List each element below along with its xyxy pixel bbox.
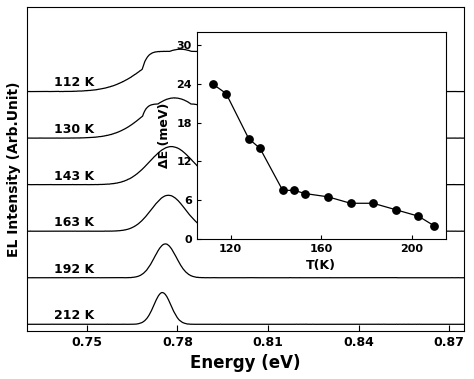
Point [430, 223, 438, 229]
Point [301, 191, 309, 197]
Point [209, 81, 216, 87]
Text: 143 K: 143 K [54, 169, 94, 183]
X-axis label: T(K): T(K) [306, 259, 336, 272]
Text: 163 K: 163 K [54, 216, 94, 229]
Text: 212 K: 212 K [54, 309, 94, 322]
Point [392, 207, 400, 213]
Text: 112 K: 112 K [54, 77, 94, 89]
Point [256, 146, 264, 152]
Point [290, 187, 298, 193]
Text: 130 K: 130 K [54, 123, 94, 136]
Point [245, 136, 253, 142]
Y-axis label: ΔE (meV): ΔE (meV) [158, 103, 171, 168]
Point [324, 194, 332, 200]
Text: 192 K: 192 K [54, 263, 94, 276]
X-axis label: Energy (eV): Energy (eV) [190, 354, 301, 372]
Point [347, 200, 355, 206]
Point [222, 91, 230, 97]
Point [369, 200, 377, 206]
Point [279, 187, 286, 193]
Point [415, 213, 422, 219]
Y-axis label: EL Intensity (Arb.Unit): EL Intensity (Arb.Unit) [7, 81, 21, 257]
